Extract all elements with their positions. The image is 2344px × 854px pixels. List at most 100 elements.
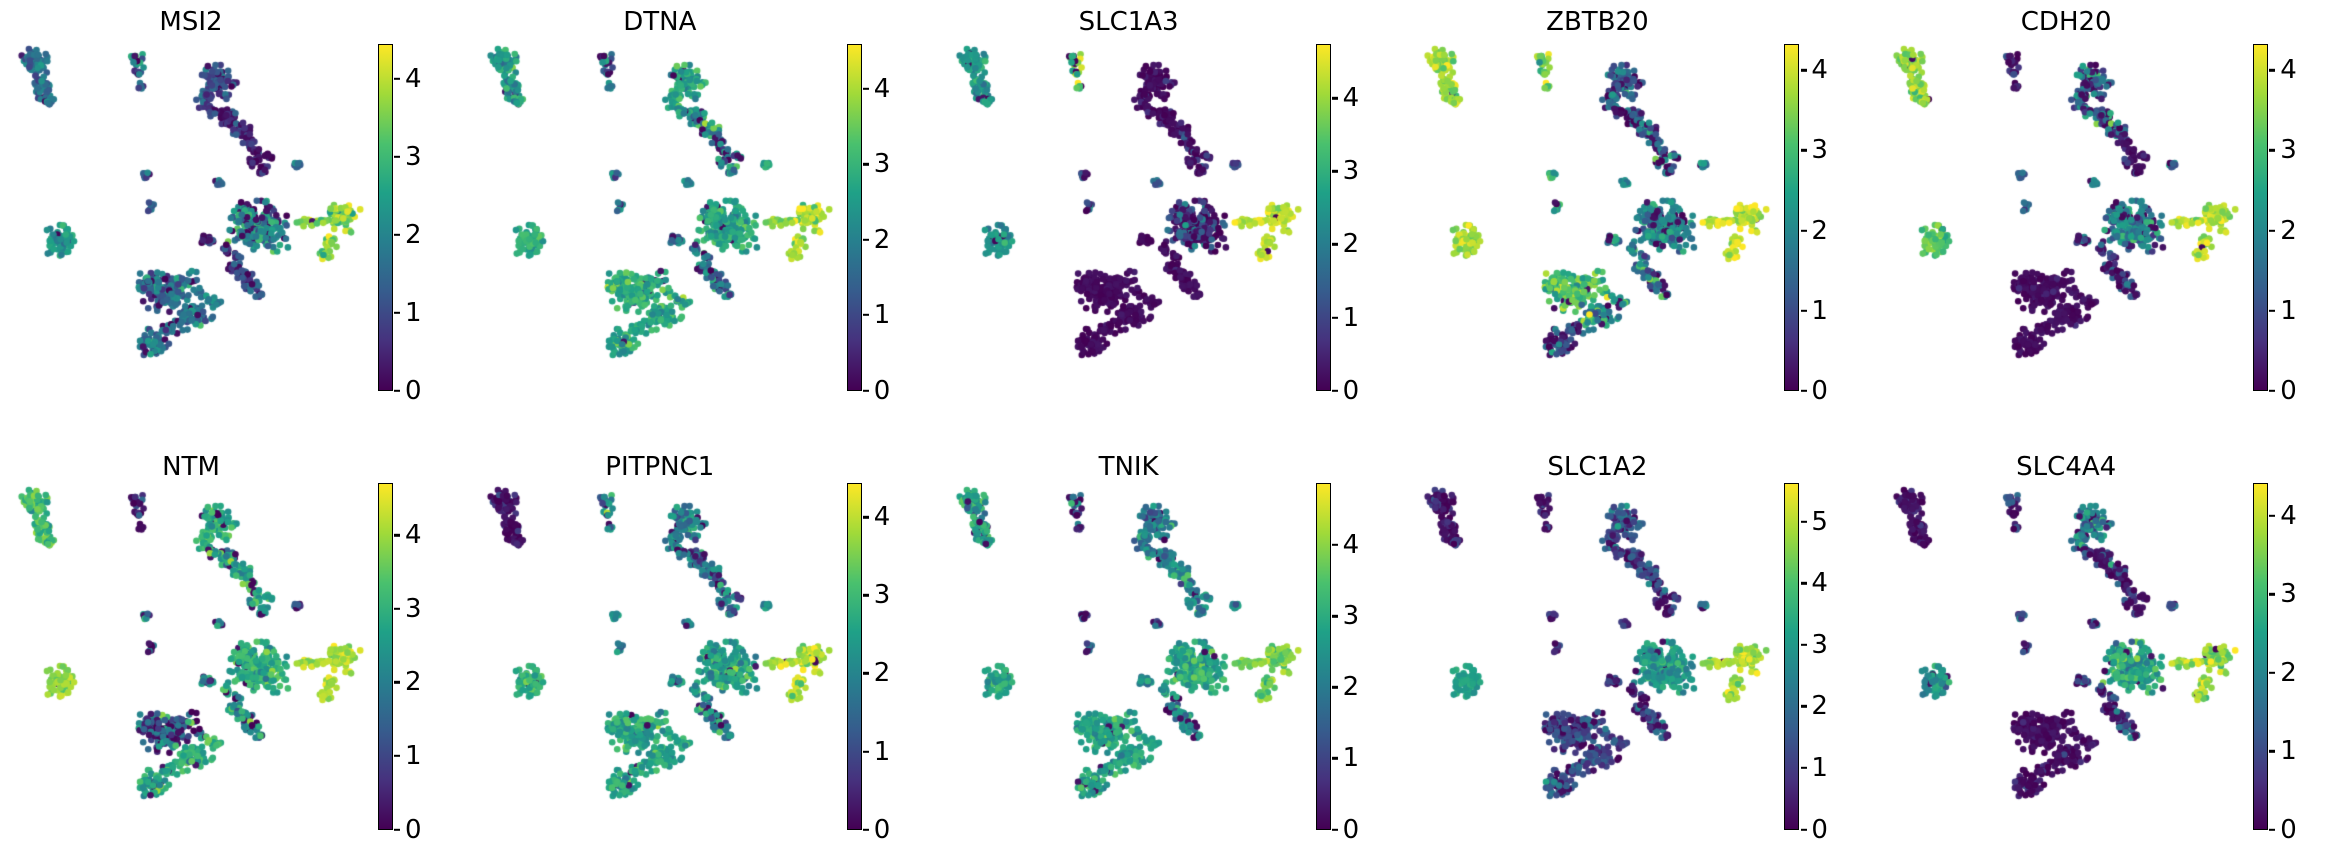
colorbar-tick-mark xyxy=(862,162,869,166)
colorbar: 0 1 2 3 4 xyxy=(2253,44,2339,404)
colorbar: 0 1 2 3 4 xyxy=(1315,44,1402,404)
colorbar-tick-label: 4 xyxy=(2280,500,2297,531)
umap-scatter xyxy=(941,34,1314,408)
colorbar-tick-mark xyxy=(1800,309,1807,312)
umap-scatter xyxy=(472,475,845,849)
colorbar-tick-label: 2 xyxy=(1342,229,1360,260)
colorbar-tick-label: 4 xyxy=(2280,55,2297,86)
colorbar-tick-mark xyxy=(394,754,401,758)
umap-scatter xyxy=(1879,475,2252,849)
colorbar: 0 1 2 3 4 xyxy=(378,483,464,843)
colorbar-ticks: 0 1 2 3 4 xyxy=(378,485,464,843)
panel-title: DTNA xyxy=(623,7,697,37)
colorbar-tick-mark xyxy=(394,155,401,159)
feature-panel-1: DTNA 0 1 2 3 4 xyxy=(469,0,938,427)
colorbar-gradient xyxy=(378,483,393,830)
colorbar-ticks: 0 1 2 3 4 xyxy=(2253,46,2339,404)
colorbar-tick-label: 0 xyxy=(1811,375,1828,406)
colorbar-tick-mark xyxy=(1800,69,1807,72)
colorbar-tick-label: 5 xyxy=(1811,506,1828,537)
colorbar-tick-mark xyxy=(1800,766,1807,770)
colorbar-tick-mark xyxy=(1800,229,1807,232)
colorbar-tick-label: 1 xyxy=(405,297,422,328)
panel-title: CDH20 xyxy=(2020,7,2112,37)
colorbar-tick-mark xyxy=(1800,828,1807,831)
colorbar-gradient xyxy=(2253,44,2269,391)
colorbar-tick-mark xyxy=(1331,243,1338,246)
colorbar-tick-mark xyxy=(862,594,869,597)
colorbar: 0 1 2 3 4 xyxy=(378,44,464,404)
colorbar-tick-mark xyxy=(862,828,869,831)
colorbar-tick-label: 2 xyxy=(1811,691,1828,722)
colorbar-tick-mark xyxy=(862,87,869,90)
panel-title: SLC1A3 xyxy=(1078,7,1179,37)
feature-panel-2: SLC1A3 0 1 2 3 4 xyxy=(938,0,1407,427)
colorbar: 0 1 2 3 4 5 xyxy=(1784,483,1870,843)
panel-title: MSI2 xyxy=(159,7,223,37)
colorbar-gradient xyxy=(846,44,862,391)
colorbar: 0 1 2 3 4 xyxy=(846,483,933,843)
colorbar-tick-mark xyxy=(394,828,401,831)
colorbar-tick-label: 3 xyxy=(873,580,891,611)
umap-scatter xyxy=(4,475,376,849)
umap-scatter xyxy=(4,34,376,408)
colorbar-tick-label: 0 xyxy=(405,375,422,406)
colorbar-tick-mark xyxy=(1800,389,1807,392)
colorbar-tick-label: 0 xyxy=(1342,375,1360,406)
colorbar-tick-label: 1 xyxy=(2280,295,2297,326)
colorbar-tick-mark xyxy=(1331,828,1338,831)
colorbar-tick-label: 2 xyxy=(1811,215,1828,246)
colorbar-tick-mark xyxy=(1331,170,1338,173)
colorbar-tick-label: 0 xyxy=(873,375,891,406)
colorbar-tick-label: 3 xyxy=(2280,579,2297,610)
colorbar-tick-label: 0 xyxy=(1342,814,1360,845)
colorbar-ticks: 0 1 2 3 4 xyxy=(1316,46,1402,404)
colorbar-gradient xyxy=(1315,44,1331,391)
colorbar-tick-label: 3 xyxy=(1811,135,1828,166)
colorbar-gradient xyxy=(378,44,393,391)
colorbar-tick-mark xyxy=(2269,149,2276,152)
colorbar-tick-mark xyxy=(862,313,869,317)
colorbar-ticks: 0 1 2 3 4 xyxy=(847,46,933,404)
colorbar-tick-mark xyxy=(394,233,401,237)
colorbar-tick-label: 3 xyxy=(2280,135,2297,166)
colorbar-tick-mark xyxy=(1800,643,1807,646)
colorbar-tick-mark xyxy=(394,389,401,392)
colorbar-tick-label: 2 xyxy=(405,667,422,698)
colorbar-ticks: 0 1 2 3 4 xyxy=(1784,46,1870,404)
feature-panel-0: MSI2 0 1 2 3 4 xyxy=(0,0,469,427)
colorbar-tick-label: 1 xyxy=(1811,752,1828,783)
colorbar-tick-mark xyxy=(1331,389,1338,392)
colorbar-tick-mark xyxy=(862,750,869,753)
colorbar-tick-mark xyxy=(862,389,869,392)
colorbar-tick-label: 3 xyxy=(1342,156,1360,187)
colorbar-tick-mark xyxy=(2269,593,2276,596)
colorbar-tick-label: 1 xyxy=(873,300,891,331)
colorbar-tick-label: 3 xyxy=(405,593,422,624)
umap-scatter xyxy=(1410,475,1783,849)
colorbar-tick-mark xyxy=(2269,69,2276,72)
colorbar-tick-label: 4 xyxy=(1811,568,1828,599)
colorbar-tick-mark xyxy=(862,238,869,241)
colorbar-tick-mark xyxy=(1331,97,1338,100)
colorbar-tick-mark xyxy=(394,534,401,537)
colorbar-tick-label: 0 xyxy=(2280,375,2297,406)
colorbar-tick-label: 1 xyxy=(1342,302,1360,333)
colorbar-gradient xyxy=(1784,44,1800,391)
colorbar-tick-label: 0 xyxy=(873,814,891,845)
feature-panel-3: ZBTB20 0 1 2 3 4 xyxy=(1406,0,1875,427)
colorbar-tick-label: 4 xyxy=(1342,83,1360,114)
colorbar-ticks: 0 1 2 3 4 xyxy=(1316,485,1402,843)
umap-scatter xyxy=(472,34,845,408)
colorbar-tick-label: 4 xyxy=(873,502,891,533)
colorbar-tick-label: 2 xyxy=(873,224,891,255)
colorbar-tick-label: 1 xyxy=(1811,295,1828,326)
colorbar-tick-label: 1 xyxy=(1342,743,1360,774)
colorbar-gradient xyxy=(1315,483,1331,830)
